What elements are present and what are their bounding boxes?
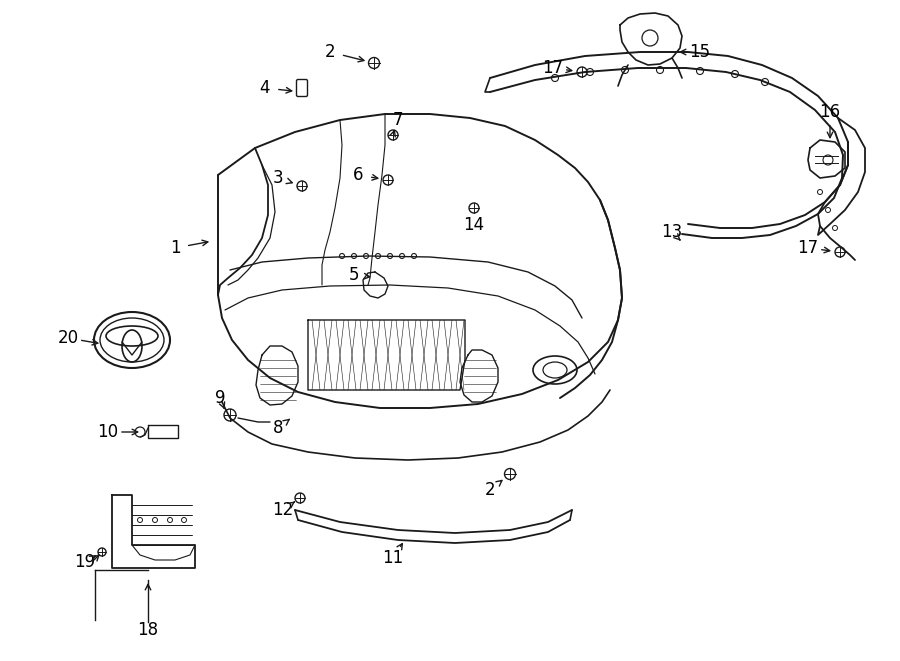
Text: 12: 12 <box>273 501 293 519</box>
Text: 18: 18 <box>138 621 158 639</box>
Text: 7: 7 <box>392 111 403 129</box>
Text: 2: 2 <box>325 43 336 61</box>
Text: 16: 16 <box>819 103 841 121</box>
FancyBboxPatch shape <box>296 79 308 97</box>
Text: 9: 9 <box>215 389 225 407</box>
Text: 11: 11 <box>382 549 403 567</box>
Text: 6: 6 <box>353 166 364 184</box>
Text: 4: 4 <box>260 79 270 97</box>
Text: 3: 3 <box>273 169 284 187</box>
Text: 15: 15 <box>689 43 711 61</box>
Text: 20: 20 <box>58 329 78 347</box>
Text: 17: 17 <box>797 239 819 257</box>
Text: 17: 17 <box>543 59 563 77</box>
Text: 14: 14 <box>464 216 484 234</box>
Text: 19: 19 <box>75 553 95 571</box>
Text: 13: 13 <box>662 223 682 241</box>
Text: 5: 5 <box>349 266 359 284</box>
Text: 10: 10 <box>97 423 119 441</box>
Text: 8: 8 <box>273 419 284 437</box>
Text: 2: 2 <box>485 481 495 499</box>
Text: 1: 1 <box>170 239 180 257</box>
